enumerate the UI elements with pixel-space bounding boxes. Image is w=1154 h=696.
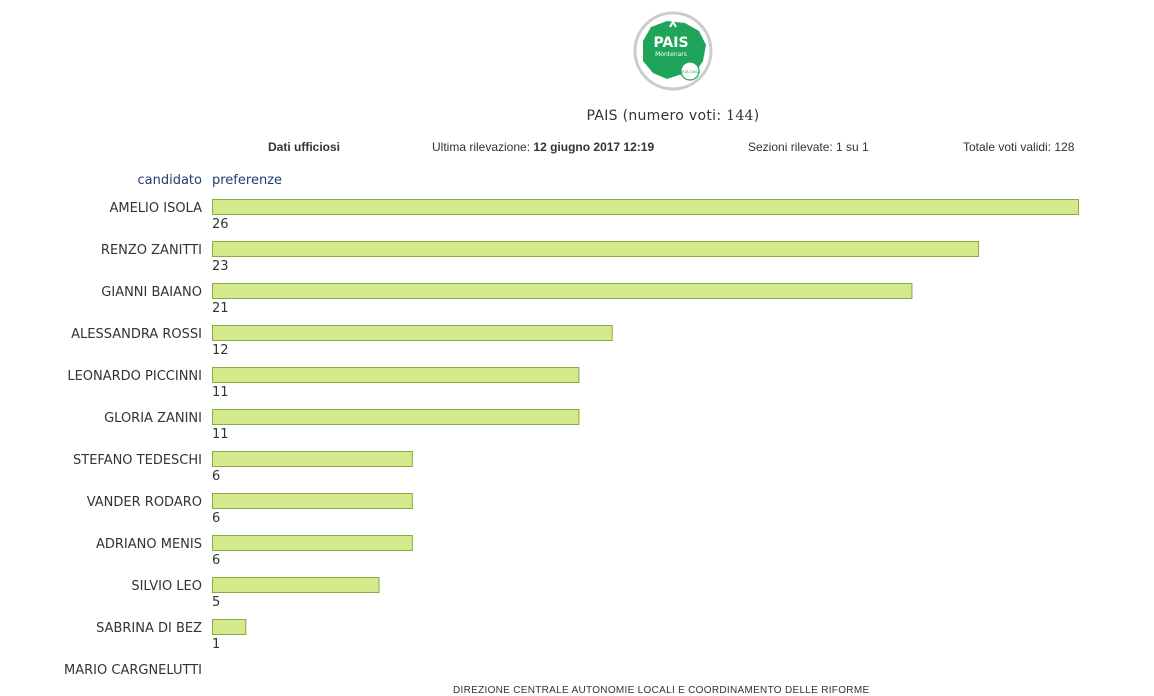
bar-leonardo-piccinni [212, 367, 580, 383]
votes-prefix: (numero voti: [622, 108, 722, 124]
bar-amelio-isola [212, 199, 1079, 215]
party-name: PAIS [586, 108, 618, 124]
value-label-silvio-leo: 5 [212, 595, 220, 610]
value-label-leonardo-piccinni: 11 [212, 385, 229, 400]
logo-badge: LISTA CIVICA [680, 70, 701, 74]
value-label-stefano-tedeschi: 6 [212, 469, 220, 484]
value-label-amelio-isola: 26 [212, 217, 229, 232]
candidate-name-leonardo-piccinni: LEONARDO PICCINNI [67, 369, 202, 384]
value-label-gloria-zanini: 11 [212, 427, 229, 442]
value-label-sabrina-di-bez: 1 [212, 637, 220, 652]
value-label-vander-rodaro: 6 [212, 511, 220, 526]
candidate-name-renzo-zanitti: RENZO ZANITTI [101, 243, 202, 258]
bar-alessandra-rossi [212, 325, 613, 341]
bar-sabrina-di-bez [212, 619, 247, 635]
bar-vander-rodaro [212, 493, 413, 509]
candidate-name-sabrina-di-bez: SABRINA DI BEZ [96, 621, 202, 636]
candidate-name-alessandra-rossi: ALESSANDRA ROSSI [71, 327, 202, 342]
votes-suffix: ) [753, 108, 760, 124]
column-header-preferences: preferenze [212, 173, 283, 188]
logo-sub: Montenars [655, 51, 687, 58]
status-label: Dati ufficiosi [268, 140, 341, 154]
logo-brand: PAIS [653, 35, 688, 51]
bar-adriano-menis [212, 535, 413, 551]
candidate-name-mario-cargnelutti: MARIO CARGNELUTTI [64, 663, 202, 678]
sections-count: Sezioni rilevate: 1 su 1 [748, 140, 869, 154]
bar-renzo-zanitti [212, 241, 980, 257]
candidate-name-gloria-zanini: GLORIA ZANINI [104, 411, 202, 426]
candidate-name-adriano-menis: ADRIANO MENIS [96, 537, 202, 552]
bar-stefano-tedeschi [212, 451, 413, 467]
bar-gloria-zanini [212, 409, 580, 425]
column-header-candidate: candidato [137, 173, 203, 188]
total-valid-votes: Totale voti validi: 128 [963, 140, 1075, 154]
value-label-renzo-zanitti: 23 [212, 259, 229, 274]
bar-silvio-leo [212, 577, 380, 593]
candidate-name-vander-rodaro: VANDER RODARO [87, 495, 202, 510]
last-update-label: Ultima rilevazione: [432, 140, 531, 154]
candidate-name-stefano-tedeschi: STEFANO TEDESCHI [73, 453, 202, 468]
bar-gianni-baiano [212, 283, 913, 299]
value-label-gianni-baiano: 21 [212, 301, 229, 316]
candidate-name-amelio-isola: AMELIO ISOLA [109, 201, 202, 216]
last-update: Ultima rilevazione: 12 giugno 2017 12:19 [432, 140, 654, 154]
footer-text: DIREZIONE CENTRALE AUTONOMIE LOCALI E CO… [453, 685, 870, 696]
party-title: PAIS (numero voti: 144) [0, 108, 1154, 124]
pais-logo: PAIS Montenars LISTA CIVICA [633, 11, 713, 91]
value-label-alessandra-rossi: 12 [212, 343, 229, 358]
votes-count: 144 [726, 108, 754, 124]
candidate-name-silvio-leo: SILVIO LEO [131, 579, 202, 594]
value-label-adriano-menis: 6 [212, 553, 220, 568]
last-update-value: 12 giugno 2017 12:19 [533, 140, 655, 154]
candidate-name-gianni-baiano: GIANNI BAIANO [101, 285, 202, 300]
